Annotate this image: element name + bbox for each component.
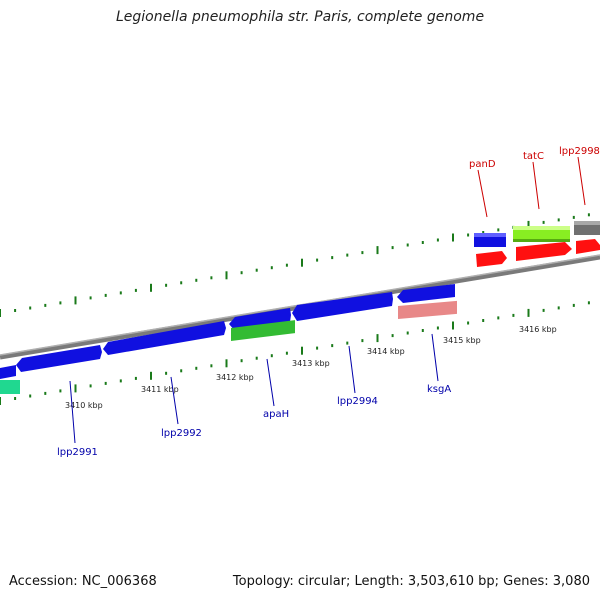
leader-ksgA: [431, 333, 439, 382]
gene-label-lpp2991[interactable]: lpp2991: [57, 447, 98, 458]
gene-lpp2992-arrow[interactable]: [16, 345, 102, 372]
gene-label-lpp2994[interactable]: lpp2994: [337, 396, 378, 407]
gene-tatC-block[interactable]: [513, 226, 570, 242]
gene-forward-arrow-3[interactable]: [576, 239, 600, 254]
gene-panD-block[interactable]: [474, 233, 506, 247]
leader-lpp2992: [170, 376, 179, 425]
leader-lpp2994: [348, 345, 356, 394]
ruler-label-3411: 3411 kbp: [141, 385, 179, 394]
gene-label-panD[interactable]: panD: [469, 159, 496, 170]
gene-apaH-arrow[interactable]: [229, 308, 291, 331]
gene-forward-arrow-2[interactable]: [516, 242, 572, 261]
gene-teal-block[interactable]: [0, 380, 20, 394]
gene-label-tatC[interactable]: tatC: [523, 151, 544, 162]
ruler-labels: 3410 kbp 3411 kbp 3412 kbp 3413 kbp 3414…: [65, 325, 557, 410]
gene-label-lpp2992[interactable]: lpp2992: [161, 428, 202, 439]
leader-tatC: [532, 161, 540, 210]
forward-scale-ticks: [0, 213, 590, 317]
reverse-gene-labels: lpp2991 lpp2992 apaH lpp2994 ksgA: [57, 384, 451, 458]
gene-label-ksgA[interactable]: ksgA: [427, 384, 451, 395]
gene-ksgA-arrow[interactable]: [397, 284, 455, 303]
leader-lpp2998: [577, 156, 586, 206]
reverse-strand-features: [0, 284, 457, 394]
ruler-label-3413: 3413 kbp: [292, 359, 330, 368]
reverse-scale-ticks: [0, 301, 590, 405]
gene-lpp2998-block[interactable]: [574, 221, 600, 235]
leader-lpp2991: [69, 380, 76, 444]
forward-strand-features: [474, 221, 600, 267]
gene-label-leaders: [69, 156, 586, 444]
gene-lpp2994-arrow[interactable]: [292, 292, 393, 321]
genome-title: Legionella pneumophila str. Paris, compl…: [115, 9, 485, 25]
ruler-label-3410: 3410 kbp: [65, 401, 103, 410]
ruler-label-3412: 3412 kbp: [216, 373, 254, 382]
leader-apaH: [266, 358, 275, 407]
ruler-label-3415: 3415 kbp: [443, 336, 481, 345]
gene-lpp2991-arrow[interactable]: [0, 365, 16, 379]
gene-green-block[interactable]: [231, 320, 295, 341]
leader-panD: [477, 169, 488, 218]
footer-genome-info: Topology: circular; Length: 3,503,610 bp…: [232, 574, 590, 589]
ruler-label-3416: 3416 kbp: [519, 325, 557, 334]
gene-label-lpp2998[interactable]: lpp2998: [559, 146, 600, 157]
gene-unlabeled-arrow-1[interactable]: [103, 321, 226, 355]
gene-salmon-block[interactable]: [398, 300, 457, 319]
footer-accession: Accession: NC_006368: [9, 574, 157, 589]
forward-gene-labels: panD tatC lpp2998: [469, 146, 600, 170]
gene-label-apaH[interactable]: apaH: [263, 409, 289, 420]
gene-forward-arrow-1[interactable]: [476, 251, 507, 267]
ruler-label-3414: 3414 kbp: [367, 347, 405, 356]
